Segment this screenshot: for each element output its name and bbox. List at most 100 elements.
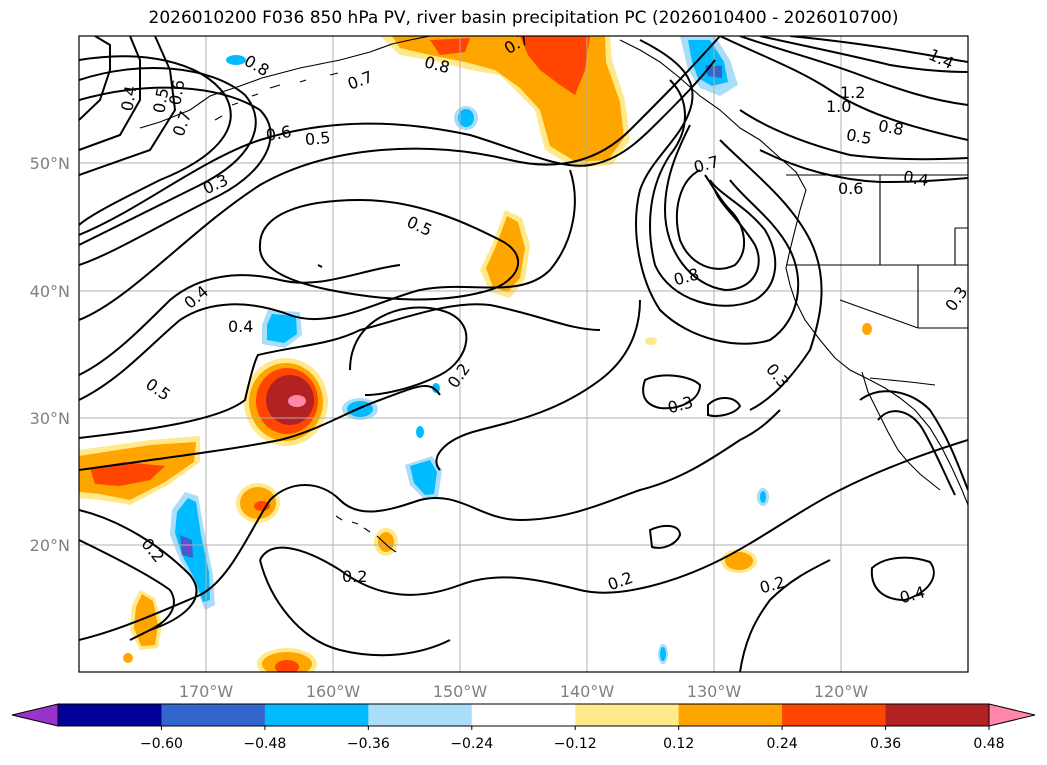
hawaii-islands <box>335 515 397 553</box>
pv-contours <box>79 36 968 672</box>
colorbar-cell <box>782 704 887 726</box>
lon-label: 120°W <box>814 682 869 701</box>
contour-line <box>349 306 468 396</box>
colorbar-tick-label: 0.12 <box>663 736 694 752</box>
contour-line <box>870 556 935 602</box>
contour-line <box>719 36 968 141</box>
contour-line <box>739 109 968 161</box>
precip-blob <box>90 462 165 486</box>
colorbar-tick-label: −0.24 <box>450 736 493 752</box>
contour-line <box>79 67 257 246</box>
contour-line <box>79 36 177 176</box>
contour-line <box>79 36 721 321</box>
lon-labels: 170°W 160°W 150°W 140°W 130°W 120°W <box>179 682 869 701</box>
contour-line <box>663 124 760 292</box>
contour-line <box>676 169 746 270</box>
colorbar: −0.60 −0.48 −0.36 −0.24 −0.12 0.12 0.24 0.36 0.4… <box>11 703 1036 752</box>
precip-blob <box>226 55 246 65</box>
precip-blob <box>520 36 590 95</box>
colorbar-cell <box>575 704 680 726</box>
colorbar-tick-label: −0.36 <box>347 736 390 752</box>
map-title: 2026010200 F036 850 hPa PV, river basin … <box>148 8 899 28</box>
colorbar-cell <box>471 704 576 726</box>
colorbar-extend-low <box>11 703 59 727</box>
precip-blob <box>862 323 872 335</box>
colorbar-cell <box>161 704 266 726</box>
precip-blob <box>725 552 753 570</box>
colorbar-tick-label: −0.48 <box>243 736 286 752</box>
contour-line <box>877 410 956 496</box>
contour-line <box>259 559 451 657</box>
lat-label: 50°N <box>30 154 70 173</box>
contour-label: 0.6 <box>264 122 292 145</box>
alaska-coast <box>139 36 431 129</box>
colorbar-cell <box>58 704 162 726</box>
north-america-coast <box>785 189 968 506</box>
precip-blob <box>760 491 766 503</box>
contour-line <box>648 524 682 549</box>
colorbar-tick-label: 0.24 <box>767 736 798 752</box>
contour-label: 0.4 <box>902 167 930 190</box>
colorbar-cell <box>885 704 990 726</box>
contour-line <box>707 397 742 417</box>
contour-line <box>739 36 968 106</box>
baja-coast <box>861 371 941 491</box>
contour-line <box>642 374 702 410</box>
precip-blob <box>378 532 394 552</box>
se-alaska-coast <box>619 39 807 191</box>
contour-line <box>789 36 968 63</box>
precip-blob <box>416 426 424 438</box>
lat-label: 40°N <box>30 282 70 301</box>
precip-blob <box>254 501 270 511</box>
contour-line <box>79 55 232 226</box>
coastlines <box>139 36 968 553</box>
aleutian-islands <box>214 72 339 121</box>
lon-label: 140°W <box>560 682 615 701</box>
colorbar-outline <box>57 703 990 727</box>
lon-label: 160°W <box>306 682 361 701</box>
contour-label: 0.6 <box>838 179 863 198</box>
precip-blob <box>458 109 474 127</box>
colorbar-tick-label: −0.12 <box>554 736 597 752</box>
contour-label: 1.0 <box>826 97 851 116</box>
contour-line <box>79 86 272 266</box>
contour-label: 0.5 <box>845 125 873 148</box>
contour-label: 0.8 <box>877 116 905 139</box>
contour-line <box>649 79 777 307</box>
contour-line <box>759 36 968 73</box>
precip-blob <box>645 337 657 345</box>
contour-line <box>79 409 781 641</box>
contour-line <box>259 439 968 596</box>
contour-line <box>79 509 198 641</box>
contour-label: 0.5 <box>149 86 172 114</box>
lon-label: 130°W <box>687 682 742 701</box>
colorbar-extend-high <box>988 703 1036 727</box>
contour-line <box>79 169 576 401</box>
precip-blob <box>432 383 440 393</box>
contour-label: 0.4 <box>117 84 140 112</box>
contour-label: 0.2 <box>342 567 367 586</box>
lat-labels: 50°N 40°N 30°N 20°N <box>30 154 70 555</box>
lon-label: 150°W <box>433 682 488 701</box>
colorbar-cell <box>678 704 783 726</box>
precip-blob <box>410 460 437 495</box>
precip-blob <box>275 660 299 672</box>
contour-label: 1.2 <box>840 83 865 102</box>
precip-blob <box>267 314 297 343</box>
contour-line <box>79 59 716 236</box>
contour-line <box>79 384 441 471</box>
contour-label: 0.6 <box>165 78 188 106</box>
colorbar-cell <box>368 704 473 726</box>
precip-blob <box>182 540 190 555</box>
lat-label: 20°N <box>30 536 70 555</box>
contour-line <box>759 149 968 184</box>
precip-blob <box>134 594 158 646</box>
contour-line <box>739 559 831 672</box>
contour-line <box>317 264 323 268</box>
contour-line <box>635 39 800 345</box>
colorbar-tick-label: 0.36 <box>870 736 901 752</box>
border-mexico <box>869 377 936 386</box>
contour-line <box>859 390 968 491</box>
contour-label: 0.5 <box>304 128 331 149</box>
contour-line <box>719 139 823 411</box>
